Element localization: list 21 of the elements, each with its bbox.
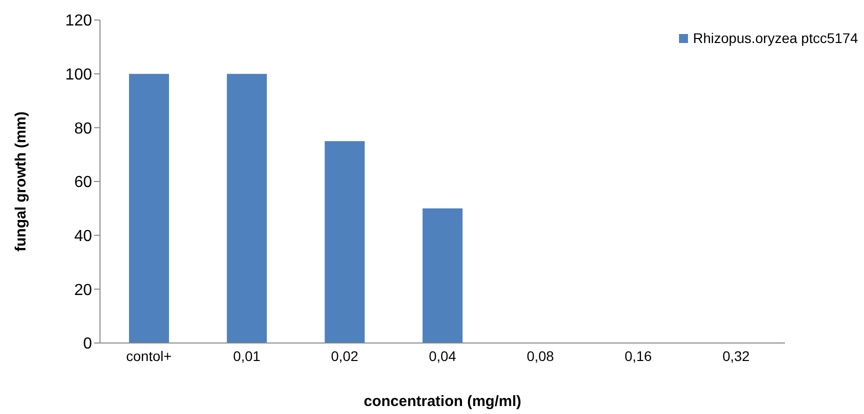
bar [324,141,365,343]
x-tick-label: 0,02 [331,348,358,364]
x-tick-label: 0,32 [722,348,750,364]
y-tick-label: 60 [74,174,92,192]
y-tick-label: 20 [74,282,92,299]
bar [422,208,463,343]
x-axis-title: concentration (mg/ml) [364,393,522,410]
bar [129,74,169,343]
x-tick-label: contol+ [126,348,172,364]
y-tick-label: 80 [74,120,92,138]
x-tick-label: 0,01 [233,348,261,364]
y-tick-label: 120 [65,12,92,30]
x-tick-label: 0,08 [526,348,554,364]
y-tick-label: 100 [65,66,92,84]
legend-label: Rhizopus.oryzea ptcc5174 [693,30,858,46]
y-tick-label: 40 [74,228,92,246]
x-tick-label: 0,16 [624,348,652,364]
y-axis-title: fungal growth (mm) [12,112,30,252]
x-tick-label: 0,04 [428,348,456,364]
y-tick-label: 0 [83,336,92,353]
bar [226,74,267,343]
